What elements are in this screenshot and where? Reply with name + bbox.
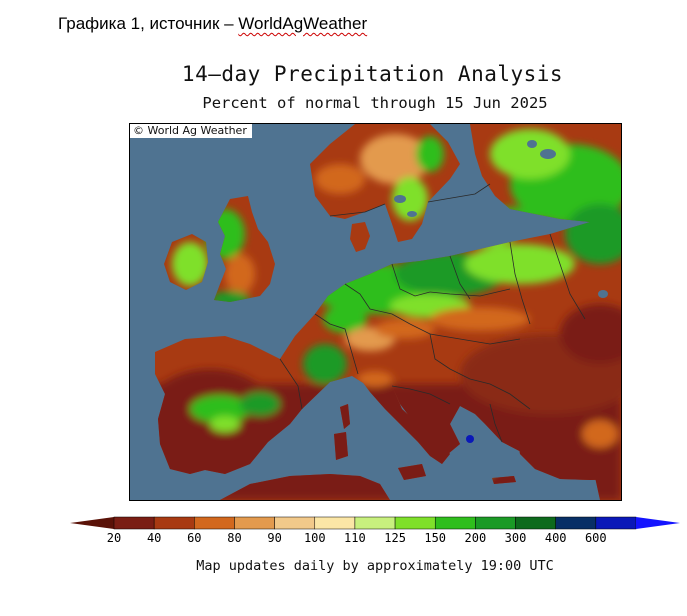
map-credit: © World Ag Weather <box>130 124 252 138</box>
legend-tick-label: 400 <box>544 531 567 545</box>
legend-cell <box>234 516 275 530</box>
legend-tick-label: 80 <box>227 531 242 545</box>
legend-arrow-high <box>636 517 680 529</box>
caption-prefix: Графика 1, источник – <box>58 14 239 33</box>
map-title: 14–day Precipitation Analysis <box>181 62 564 86</box>
map-canvas <box>130 124 621 500</box>
legend-cell <box>475 516 516 530</box>
legend-tick-label: 300 <box>504 531 527 545</box>
map-subtitle: Percent of normal through 15 Jun 2025 <box>202 94 548 112</box>
legend-tick-label: 90 <box>267 531 282 545</box>
figure-caption: Графика 1, источник – WorldAgWeather <box>58 14 367 34</box>
legend-cell <box>515 516 556 530</box>
legend-tick-label: 125 <box>384 531 406 545</box>
caption-source: WorldAgWeather <box>238 14 368 33</box>
legend-arrow-low <box>70 517 114 529</box>
legend-tick-label: 100 <box>303 531 326 545</box>
legend-tick-label: 110 <box>344 531 366 545</box>
legend-tick-label: 200 <box>464 531 487 545</box>
legend-cell <box>194 516 235 530</box>
inland-water <box>394 140 608 443</box>
legend-cell <box>274 516 316 530</box>
legend-tick-label: 40 <box>146 531 162 545</box>
precipitation-map <box>129 123 622 501</box>
color-legend <box>70 516 680 530</box>
legend-tick-label: 600 <box>584 531 607 545</box>
legend-cells <box>113 516 637 530</box>
legend-cell <box>354 516 396 530</box>
legend-cell <box>434 516 476 530</box>
legend-tick-label: 20 <box>106 531 122 545</box>
map-footer: Map updates daily by approximately 19:00… <box>196 558 554 574</box>
legend-cell <box>595 516 637 530</box>
legend-cell <box>153 516 195 530</box>
legend-tick-label: 60 <box>187 531 202 545</box>
legend-cell <box>555 516 597 530</box>
country-borders <box>279 183 586 443</box>
legend-tick-label: 150 <box>424 531 447 545</box>
legend-cell <box>113 516 155 530</box>
legend-cell <box>394 516 436 530</box>
legend-cell <box>314 516 356 530</box>
